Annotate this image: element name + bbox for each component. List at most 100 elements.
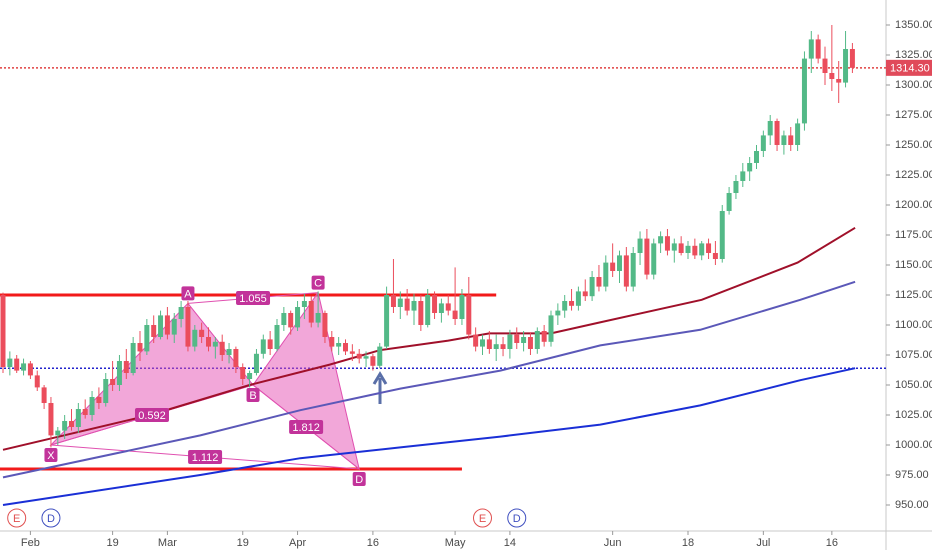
y-tick-label: 1225.00 <box>895 169 932 181</box>
candle-body <box>582 291 588 297</box>
candle-body <box>349 351 355 354</box>
candle-body <box>706 243 712 253</box>
pattern-label-box <box>44 448 58 462</box>
candle-body <box>500 344 506 349</box>
candle-body <box>21 363 27 371</box>
candle-body <box>493 344 499 349</box>
ratio-label: 1.055 <box>239 293 267 305</box>
candle-body <box>466 295 472 335</box>
last-price-label: 1314.30 <box>890 63 930 75</box>
candle-body <box>473 334 479 347</box>
y-tick-label: 950.00 <box>895 499 929 511</box>
ratio-label-box <box>289 420 324 434</box>
y-tick-label: 1250.00 <box>895 139 932 151</box>
candle-body <box>480 339 485 347</box>
candle-body <box>521 337 527 343</box>
x-tick-label: Jul <box>756 537 770 549</box>
candle-body <box>178 307 184 319</box>
candle-body <box>726 193 732 211</box>
candle-body <box>596 277 602 287</box>
last-price-box <box>886 59 932 76</box>
candle-body <box>301 301 307 307</box>
ratio-label-box <box>134 408 169 422</box>
x-tick-label: Mar <box>158 537 177 549</box>
ratio-label-box <box>236 291 271 305</box>
candle-body <box>55 430 61 436</box>
event-label: E <box>479 513 486 525</box>
x-tick-label: 18 <box>682 537 694 549</box>
candle-body <box>555 310 561 316</box>
pattern-label: C <box>314 278 322 290</box>
candle-body <box>849 49 855 68</box>
candle-body <box>144 325 150 352</box>
candle-body <box>562 301 568 311</box>
y-tick-label: 1100.00 <box>895 319 932 331</box>
candle-body <box>34 375 40 388</box>
candle-body <box>603 262 609 287</box>
y-tick-label: 1350.00 <box>895 19 932 31</box>
candle-body <box>692 245 698 256</box>
candle-body <box>801 58 807 124</box>
candle-body <box>96 397 102 403</box>
candle-body <box>110 379 116 385</box>
candle-body <box>637 238 643 253</box>
candle-body <box>158 315 164 337</box>
candle-body <box>747 163 753 172</box>
pattern-label-box <box>181 286 195 301</box>
pattern-label: A <box>184 288 192 300</box>
candle-body <box>404 298 410 311</box>
candle-body <box>589 277 595 297</box>
x-tick-label: 16 <box>826 537 838 549</box>
candle-body <box>678 243 684 253</box>
candle-body <box>788 135 794 145</box>
candle-body <box>452 310 458 319</box>
candle-body <box>719 211 725 259</box>
y-tick-label: 1325.00 <box>895 49 932 61</box>
y-tick-label: 1000.00 <box>895 439 932 451</box>
pattern-label-box <box>352 472 366 486</box>
x-tick-label: Jun <box>604 537 622 549</box>
candle-body <box>103 379 109 403</box>
event-marker <box>7 508 27 528</box>
ratio-label: 0.592 <box>138 410 166 422</box>
candle-body <box>445 303 451 311</box>
candle-body <box>370 356 376 366</box>
moving-average <box>2 367 856 506</box>
candle-body <box>356 353 362 359</box>
candle-body <box>822 58 828 73</box>
candle-body <box>274 325 280 349</box>
pattern-label: D <box>355 474 363 486</box>
candle-body <box>685 245 691 253</box>
ratio-label: 1.112 <box>192 452 219 464</box>
candle-body <box>541 331 547 342</box>
candle-body <box>89 397 95 415</box>
candle-body <box>808 39 814 59</box>
candle-body <box>623 255 629 287</box>
candle-body <box>486 339 492 349</box>
moving-average <box>2 280 856 479</box>
candle-body <box>199 329 205 337</box>
y-tick-label: 1125.00 <box>895 289 932 301</box>
candle-body <box>27 363 33 376</box>
candle-body <box>322 313 328 337</box>
y-tick-label: 1150.00 <box>895 259 932 271</box>
candle-body <box>233 349 239 367</box>
candle-body <box>212 341 218 347</box>
event-label: D <box>47 513 55 525</box>
candle-body <box>527 337 533 349</box>
candle-body <box>418 301 424 325</box>
candle-body <box>281 313 287 325</box>
candle-body <box>774 121 780 145</box>
candle-body <box>534 331 540 349</box>
y-tick-label: 1300.00 <box>895 79 932 91</box>
candle-body <box>0 295 6 367</box>
candle-body <box>288 313 294 328</box>
candle-body <box>514 334 520 343</box>
candle-body <box>836 79 842 83</box>
candle-body <box>137 343 143 352</box>
candle-body <box>240 367 246 379</box>
x-tick-label: 16 <box>367 537 379 549</box>
candle-body <box>411 301 417 311</box>
